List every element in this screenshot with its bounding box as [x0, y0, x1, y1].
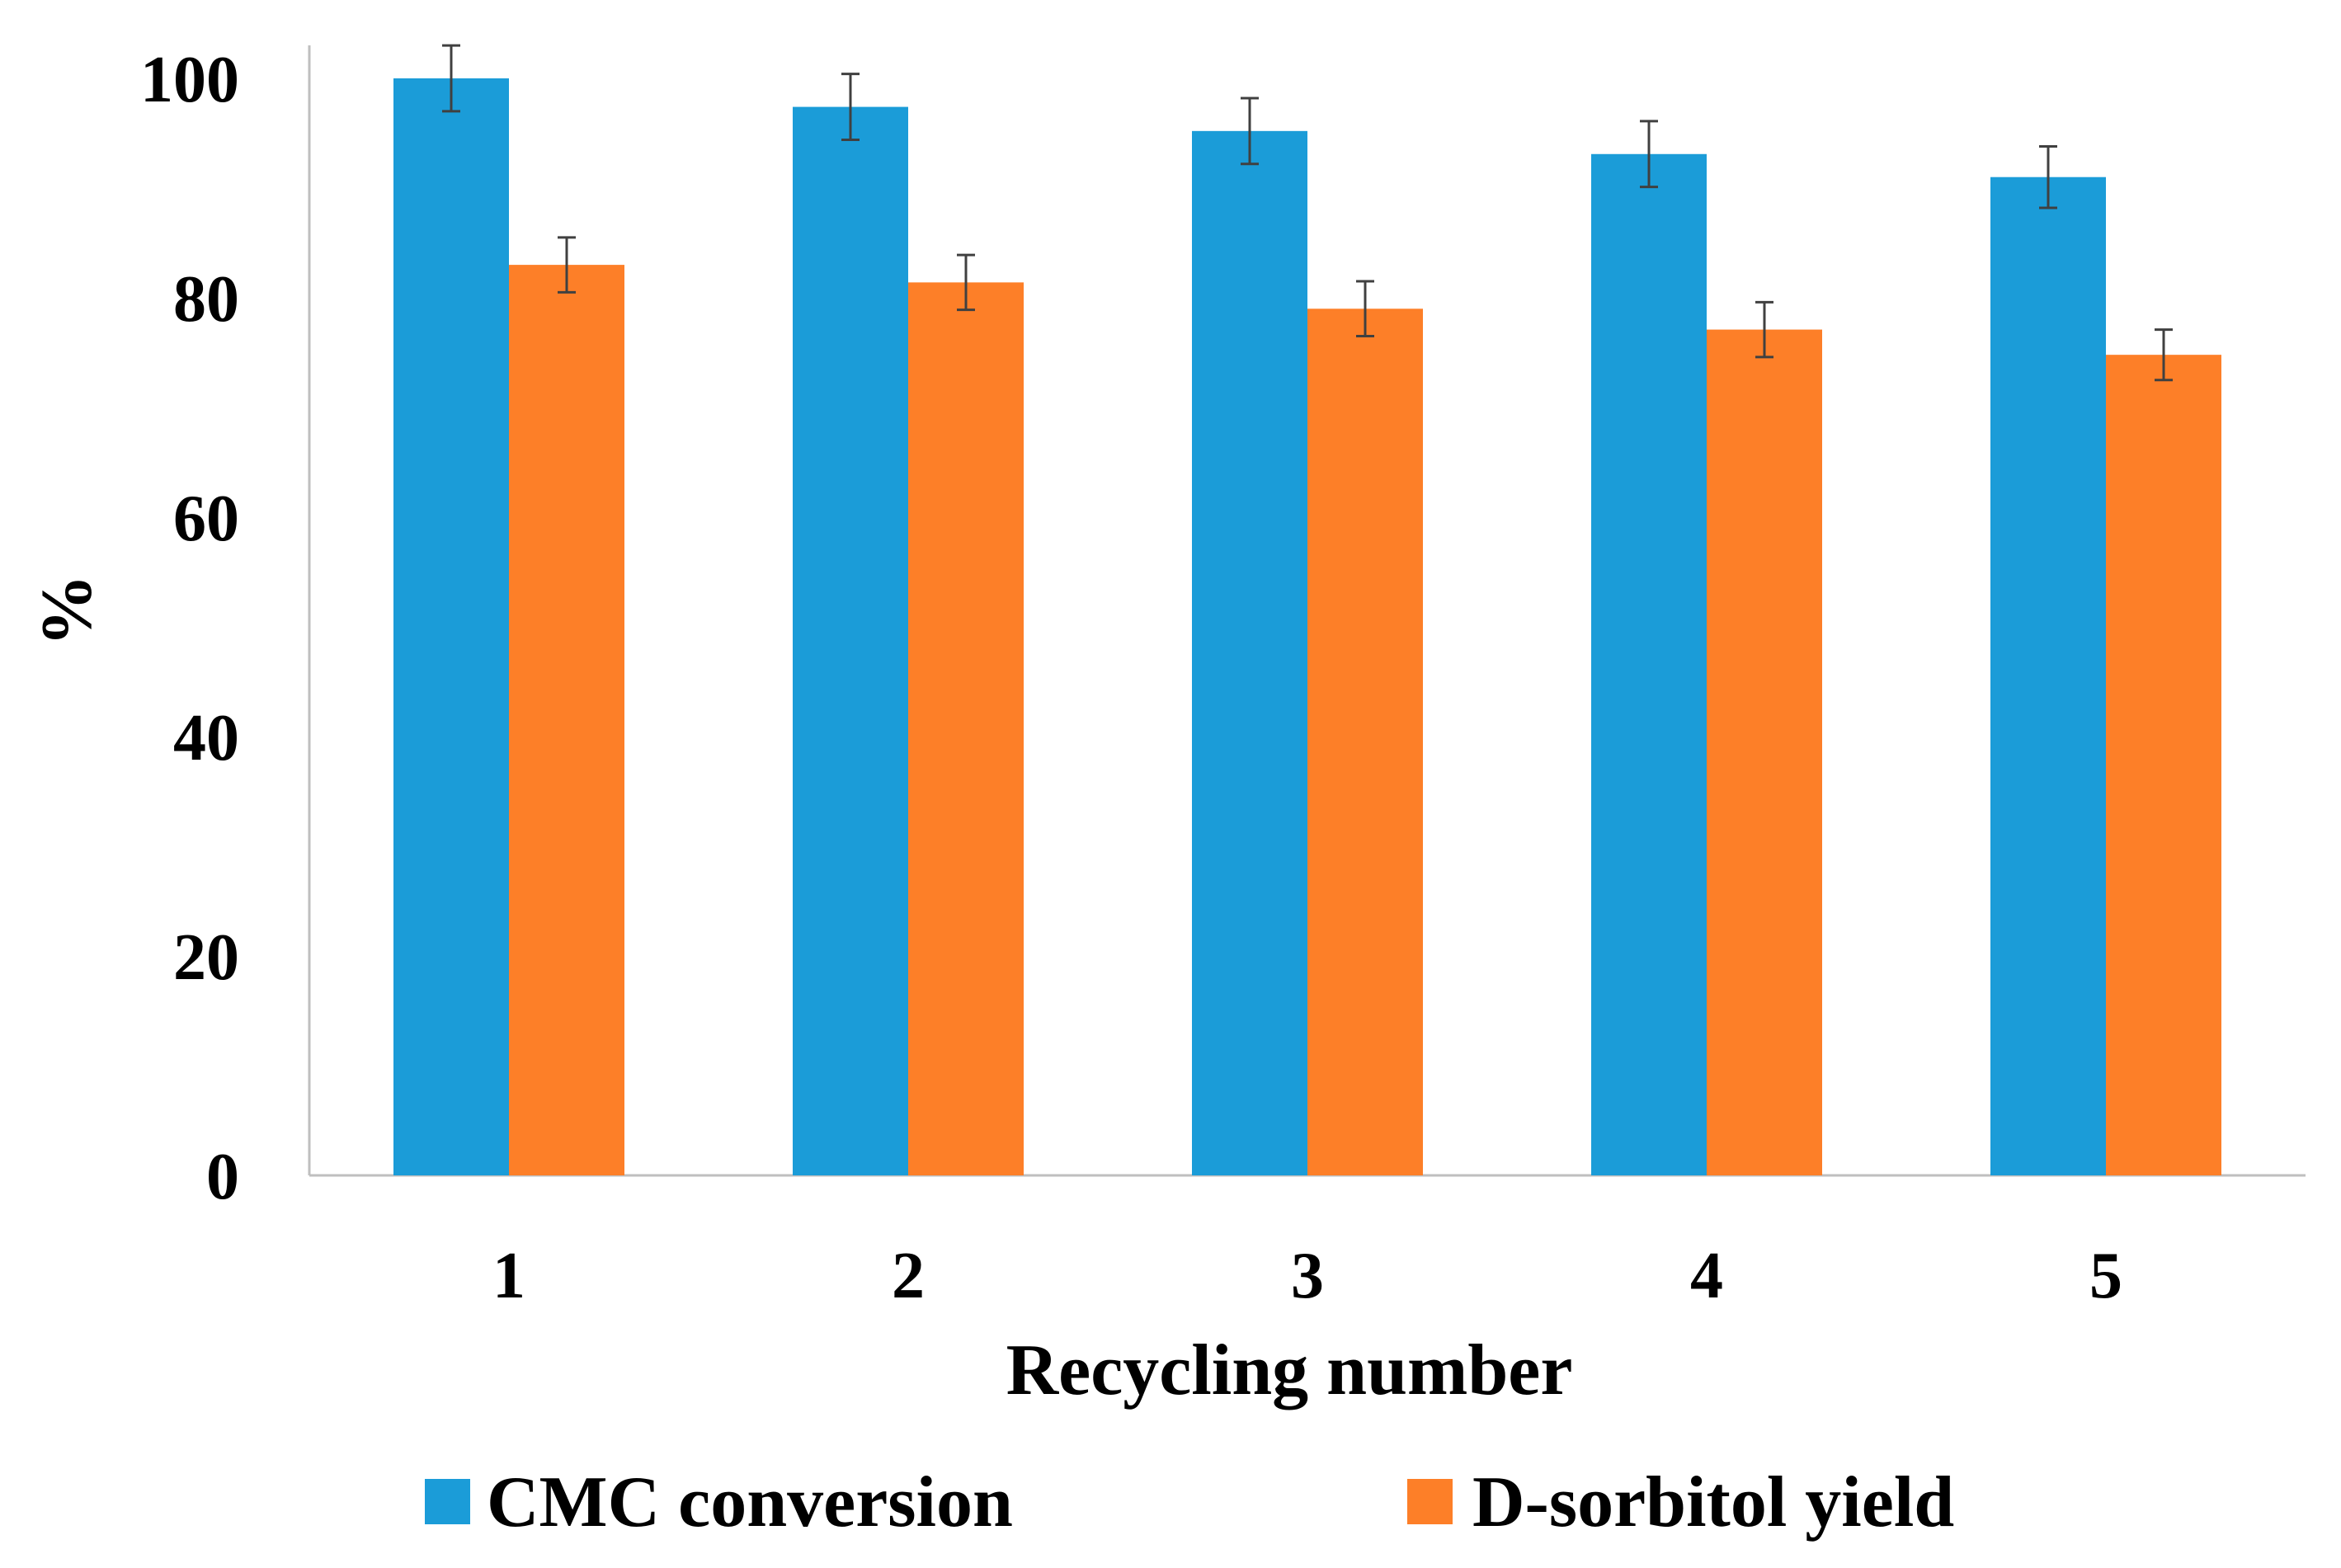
error-bar-d-sorbitol-yield-4	[1755, 300, 1773, 359]
legend: CMC conversion D-sorbitol yield	[425, 1462, 1954, 1542]
bar-cmc-conversion-1	[393, 78, 509, 1175]
legend-label-d-sorbitol-yield: D-sorbitol yield	[1472, 1462, 1954, 1542]
x-tick-label-2: 2	[892, 1240, 925, 1312]
error-bar-d-sorbitol-yield-1	[558, 236, 576, 294]
y-axis-title: %	[27, 574, 107, 647]
bar-cmc-conversion-3	[1192, 130, 1307, 1176]
error-bar-d-sorbitol-yield-5	[2155, 328, 2173, 382]
bar-cmc-conversion-5	[1990, 177, 2106, 1176]
x-tick-label-5: 5	[2089, 1240, 2122, 1312]
error-bar-cmc-conversion-3	[1241, 97, 1259, 166]
bar-d-sorbitol-yield-1	[509, 265, 624, 1176]
x-tick-label-3: 3	[1291, 1240, 1324, 1312]
x-tick-label-1: 1	[492, 1240, 525, 1312]
y-tick-label-100: 100	[140, 44, 239, 116]
x-axis-title: Recycling number	[1006, 1330, 1573, 1410]
y-tick-label-80: 80	[173, 263, 239, 336]
error-bar-cmc-conversion-2	[841, 73, 860, 141]
x-tick-label-4: 4	[1690, 1240, 1723, 1312]
bar-d-sorbitol-yield-3	[1307, 308, 1423, 1175]
y-tick-label-20: 20	[173, 921, 239, 994]
y-tick-label-60: 60	[173, 483, 239, 555]
x-tick-labels: 1 2 3 4 5	[492, 1240, 2122, 1312]
y-tick-label-40: 40	[173, 702, 239, 775]
error-bar-d-sorbitol-yield-2	[957, 253, 975, 312]
bar-d-sorbitol-yield-4	[1707, 329, 1822, 1175]
y-tick-labels: 0 20 40 60 80 100	[140, 44, 239, 1213]
bars	[393, 78, 2221, 1176]
legend-swatch-d-sorbitol-yield	[1407, 1479, 1453, 1524]
error-bar-d-sorbitol-yield-3	[1356, 280, 1374, 338]
y-tick-label-0: 0	[206, 1141, 239, 1213]
error-bar-cmc-conversion-4	[1640, 120, 1658, 189]
error-bar-cmc-conversion-5	[2039, 144, 2057, 210]
bar-d-sorbitol-yield-2	[908, 282, 1024, 1175]
error-bars	[442, 44, 2173, 382]
bar-cmc-conversion-2	[793, 106, 908, 1176]
legend-label-cmc-conversion: CMC conversion	[487, 1462, 1013, 1542]
legend-swatch-cmc-conversion	[425, 1479, 470, 1524]
bar-cmc-conversion-4	[1591, 153, 1707, 1175]
error-bar-cmc-conversion-1	[442, 44, 460, 113]
bar-d-sorbitol-yield-5	[2106, 355, 2221, 1175]
